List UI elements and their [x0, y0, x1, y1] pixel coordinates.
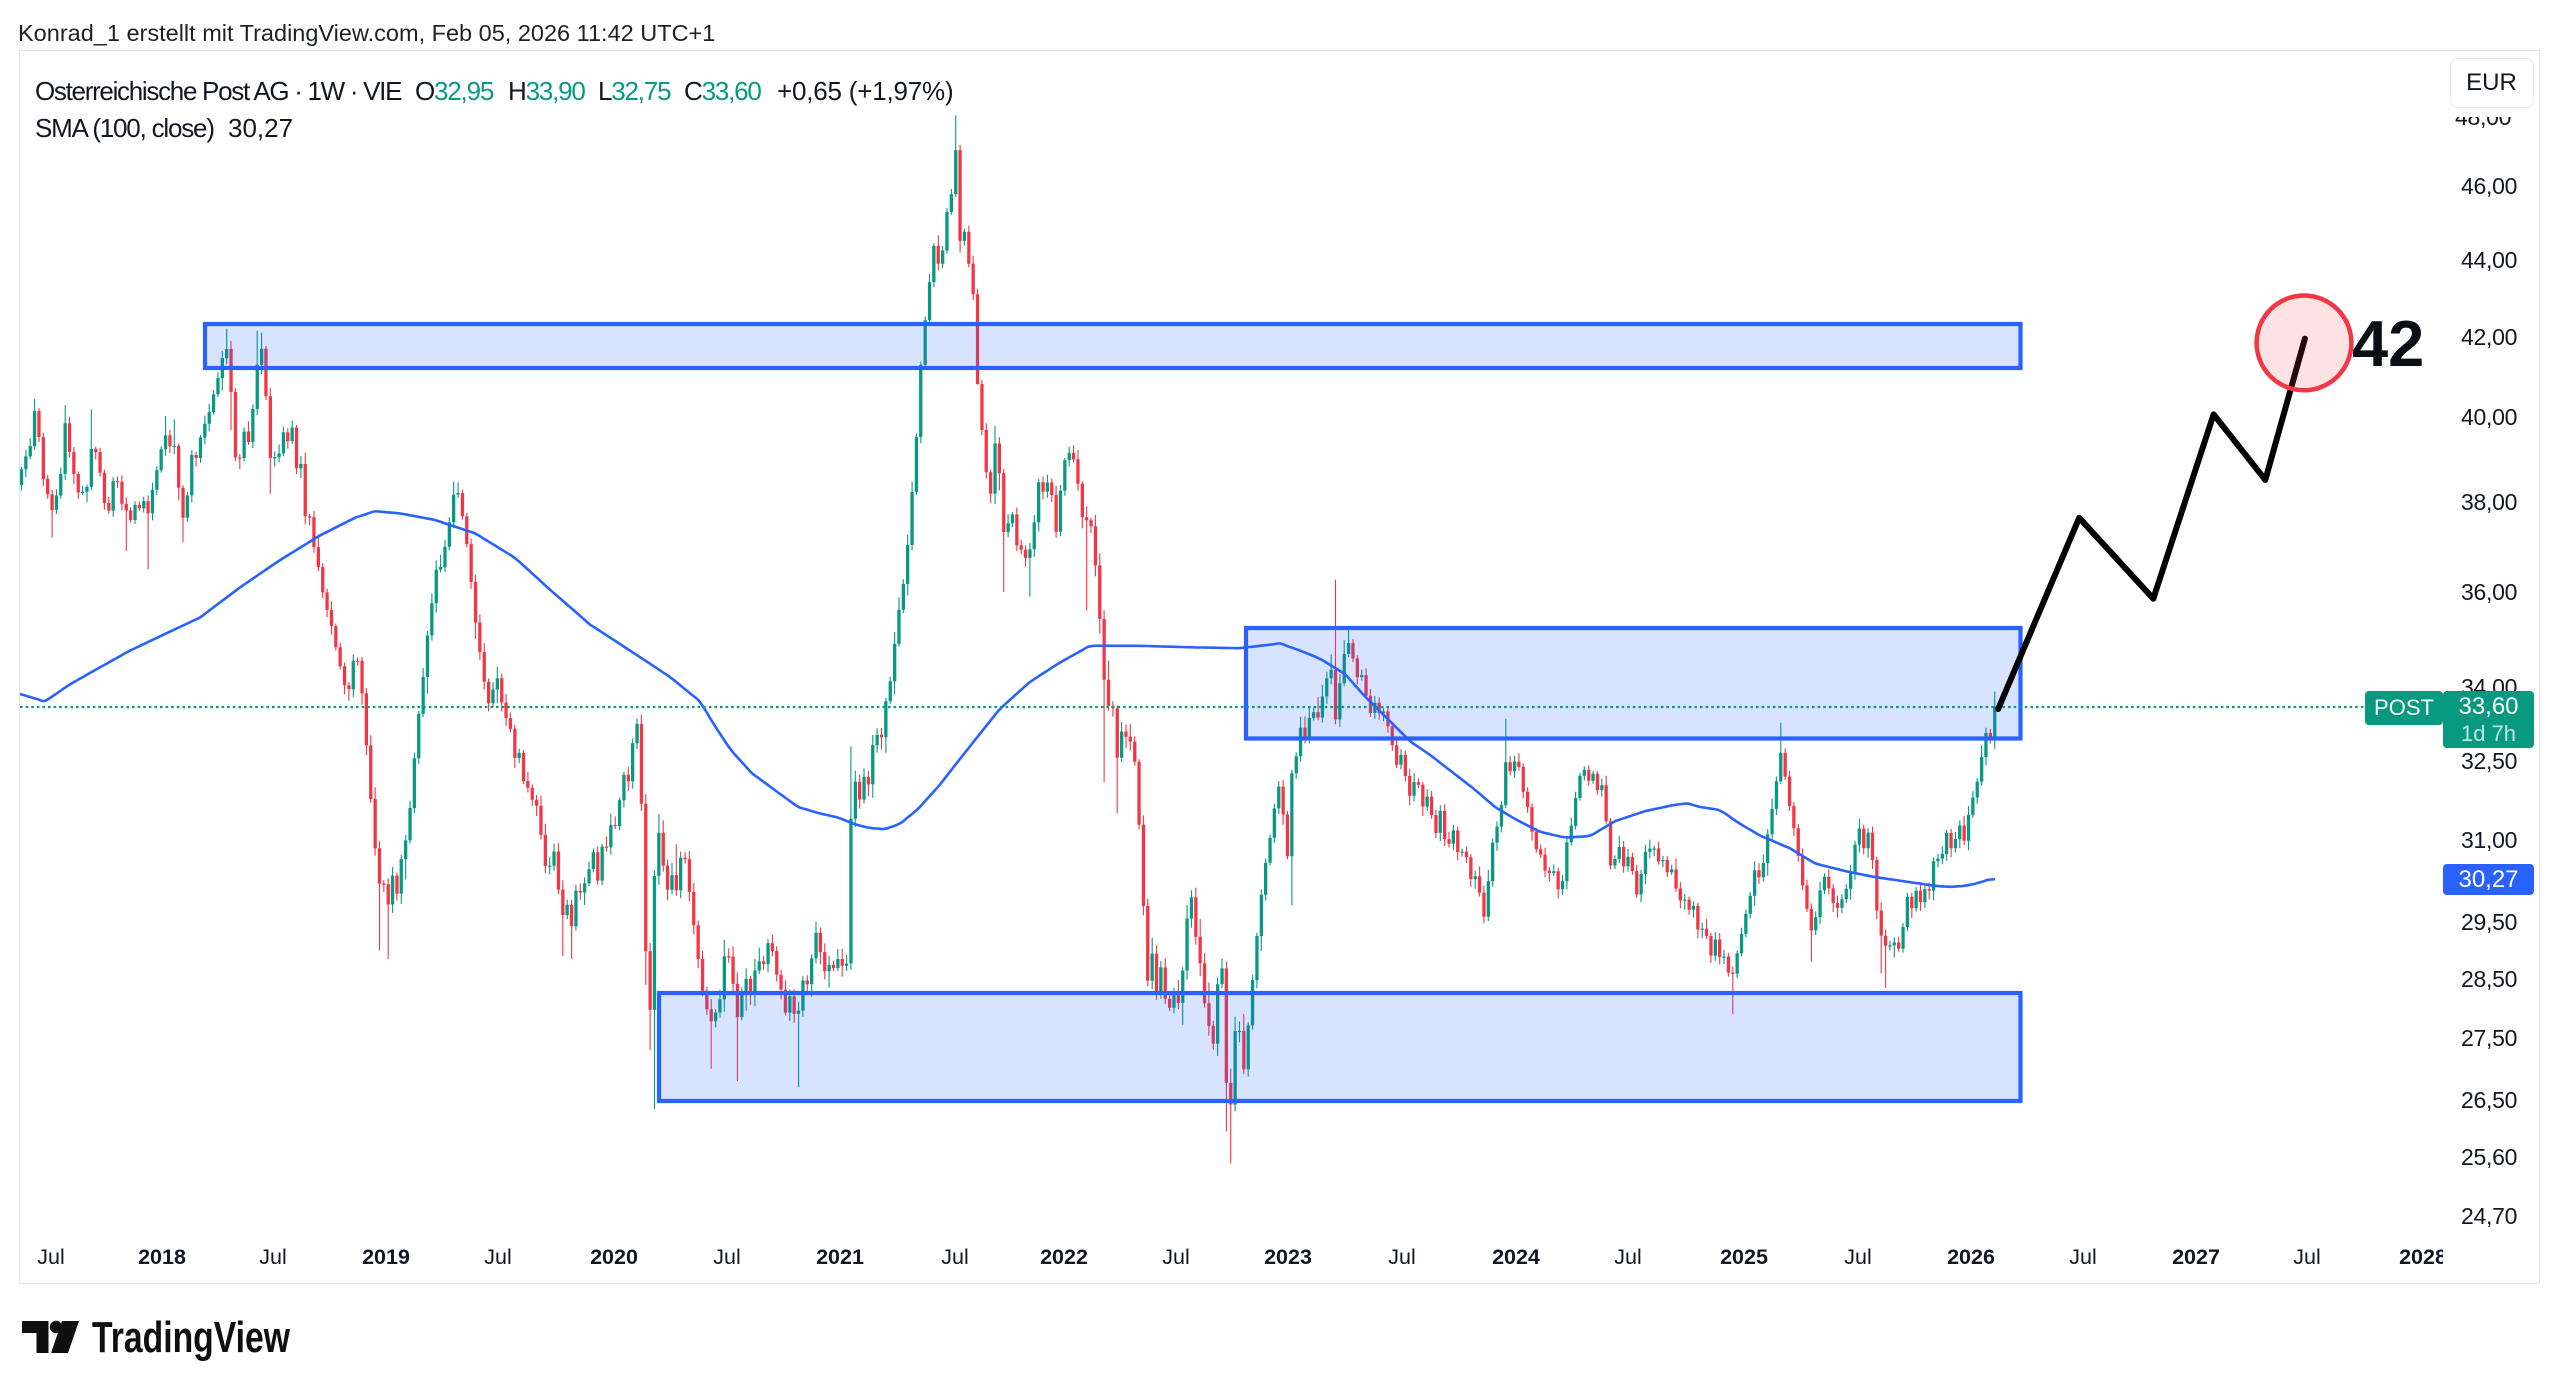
svg-text:42: 42 [2352, 307, 2424, 380]
svg-text:TradingView: TradingView [92, 1313, 291, 1362]
